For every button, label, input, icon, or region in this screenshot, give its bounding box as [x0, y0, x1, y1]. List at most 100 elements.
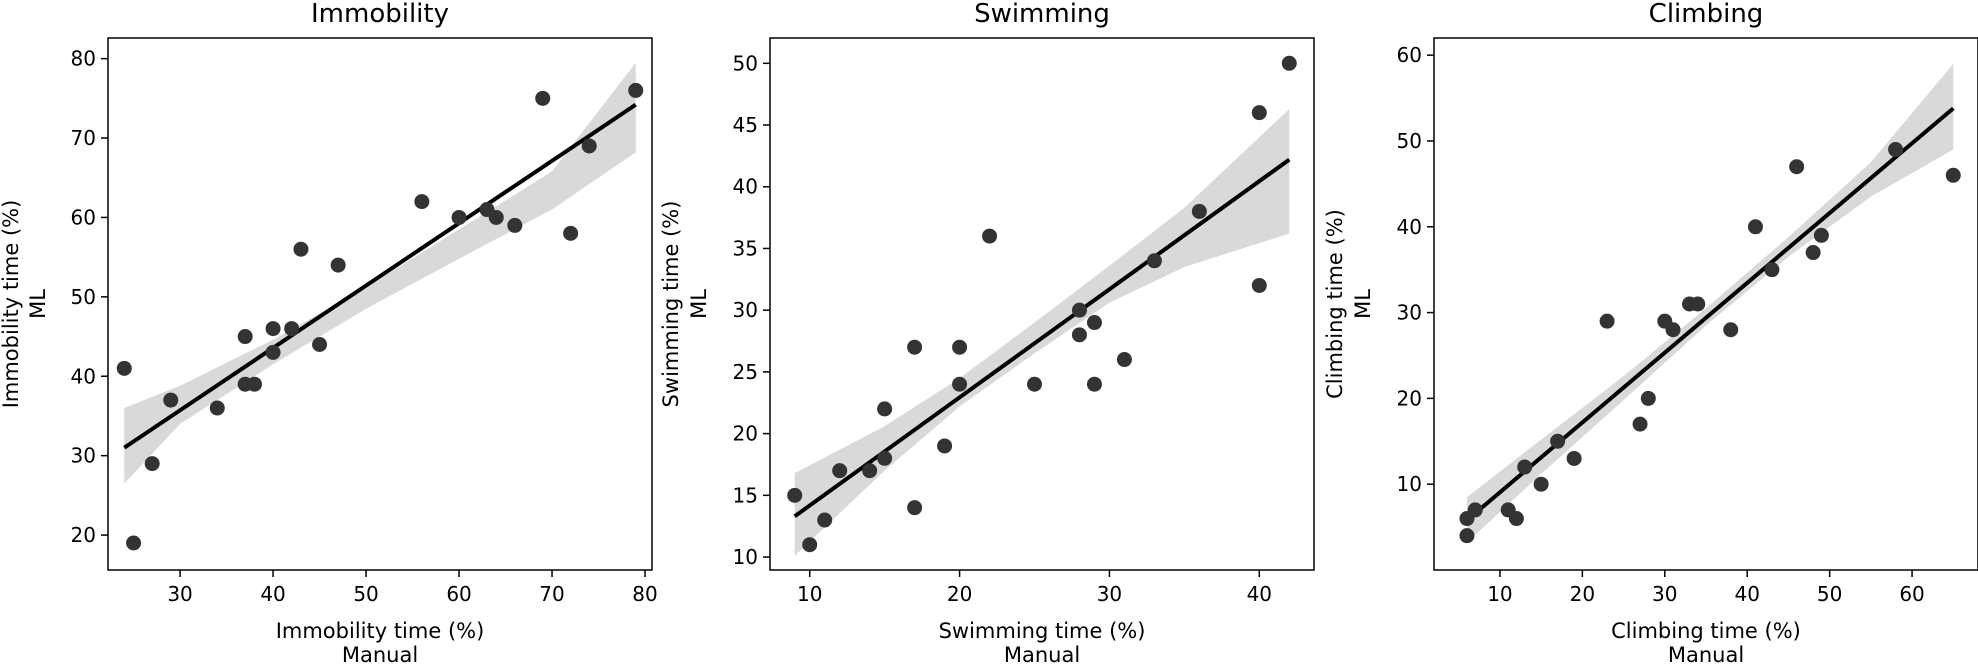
regression-line [1465, 106, 1955, 522]
y-axis-label: Swimming time (%) [659, 201, 683, 408]
data-point [1086, 376, 1102, 392]
x-axis-label: Climbing time (%) [1611, 619, 1801, 643]
data-point [1888, 142, 1904, 158]
data-point [293, 241, 309, 257]
data-point [937, 438, 953, 454]
x-axis-ticks: 30 40 50 60 70 80 [167, 570, 658, 606]
regression-line [793, 157, 1291, 518]
data-point [1632, 416, 1648, 432]
data-point [126, 535, 142, 551]
y-tick-label: 10 [1397, 472, 1422, 496]
data-point [451, 209, 467, 225]
y-tick-label: 50 [733, 51, 758, 75]
x-tick-label: 30 [1652, 582, 1677, 606]
data-point [862, 463, 878, 479]
data-point [907, 500, 923, 516]
data-point [1191, 203, 1207, 219]
data-point [1251, 105, 1267, 121]
data-point [1550, 433, 1566, 449]
x-tick-label: 20 [1570, 582, 1595, 606]
x-axis-label: Swimming time (%) [939, 619, 1146, 643]
x-axis-ticks: 10 20 30 40 50 60 [1487, 570, 1925, 606]
data-point [1764, 262, 1780, 278]
data-point [265, 344, 281, 360]
data-point [1566, 450, 1582, 466]
data-point [1747, 219, 1763, 235]
data-point [802, 537, 818, 553]
data-point [507, 217, 523, 233]
data-point [952, 376, 968, 392]
y-tick-label: 40 [71, 364, 96, 388]
data-point [628, 82, 644, 98]
y-axis-label: Immobility time (%) [0, 200, 23, 409]
y-tick-label: 50 [71, 285, 96, 309]
data-point [1723, 322, 1739, 338]
y-tick-label: 40 [1397, 215, 1422, 239]
x-tick-label: 60 [446, 582, 471, 606]
data-point [144, 456, 160, 472]
x-tick-label: 40 [1247, 582, 1272, 606]
regression-line-layer [793, 157, 1291, 518]
data-point [1945, 167, 1961, 183]
y-axis-sublabel: ML [26, 289, 50, 319]
regression-line [123, 103, 637, 450]
x-tick-label: 60 [1899, 582, 1924, 606]
x-axis-sublabel: Manual [342, 643, 418, 667]
confidence-band-layer [124, 62, 636, 484]
data-point [312, 336, 328, 352]
data-point [1533, 476, 1549, 492]
data-point [1146, 253, 1162, 269]
confidence-band [794, 109, 1290, 556]
x-tick-label: 70 [539, 582, 564, 606]
y-axis-ticks: 10 20 30 40 50 60 [1397, 43, 1434, 496]
y-tick-label: 30 [733, 298, 758, 322]
data-points-layer [787, 55, 1297, 553]
data-point [209, 400, 225, 416]
data-point [1517, 459, 1533, 475]
data-point [1071, 302, 1087, 318]
data-point [265, 321, 281, 337]
data-point [563, 225, 579, 241]
data-point [787, 487, 803, 503]
data-point [817, 512, 833, 528]
y-tick-label: 20 [733, 422, 758, 446]
x-tick-label: 10 [797, 582, 822, 606]
y-axis-ticks: 10 15 20 25 30 35 40 45 50 [733, 51, 770, 569]
x-tick-label: 20 [947, 582, 972, 606]
plot-area-frame [769, 37, 1315, 571]
data-point [1116, 352, 1132, 368]
data-point [1690, 296, 1706, 312]
chart-panel-immobility: Immobility 30 40 50 60 70 80 20 30 40 50 60 70 80 I… [0, 0, 658, 667]
data-point [1467, 502, 1483, 518]
y-tick-label: 35 [733, 236, 758, 260]
data-point [1071, 327, 1087, 343]
confidence-band [1467, 63, 1954, 543]
data-point [877, 450, 893, 466]
confidence-band-layer [794, 109, 1290, 556]
x-tick-label: 30 [167, 582, 192, 606]
data-point [1251, 277, 1267, 293]
confidence-band-layer [1467, 63, 1954, 543]
y-tick-label: 20 [1397, 386, 1422, 410]
x-axis-label: Immobility time (%) [276, 619, 485, 643]
x-axis-ticks: 10 20 30 40 [797, 570, 1272, 606]
x-tick-label: 50 [1817, 582, 1842, 606]
data-point [535, 90, 551, 106]
data-point [877, 401, 893, 417]
x-axis-sublabel: Manual [1668, 643, 1744, 667]
y-tick-label: 10 [733, 545, 758, 569]
y-tick-label: 30 [71, 444, 96, 468]
data-point [1281, 55, 1297, 71]
chart-title: Swimming [974, 0, 1110, 29]
data-point [1640, 390, 1656, 406]
data-point [163, 392, 179, 408]
data-point [330, 257, 346, 273]
data-point [414, 194, 430, 210]
data-point [1805, 245, 1821, 261]
x-tick-label: 10 [1487, 582, 1512, 606]
x-tick-label: 40 [260, 582, 285, 606]
y-tick-label: 80 [71, 47, 96, 71]
chart-panel-climbing: Climbing 10 20 30 40 50 60 10 20 30 40 50 60 Climb… [1323, 0, 1978, 667]
chart-title: Immobility [311, 0, 449, 29]
y-axis-sublabel: ML [687, 289, 711, 319]
